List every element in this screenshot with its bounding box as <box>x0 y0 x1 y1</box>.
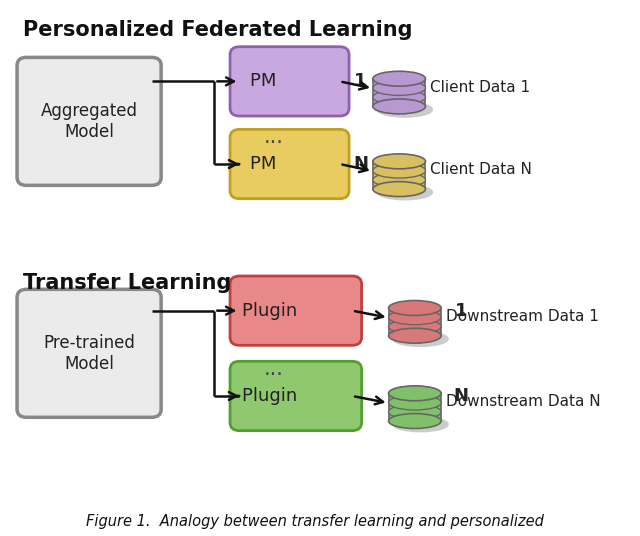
Text: Figure 1.  Analogy between transfer learning and personalized: Figure 1. Analogy between transfer learn… <box>86 514 543 529</box>
Text: Client Data 1: Client Data 1 <box>431 79 531 94</box>
FancyBboxPatch shape <box>373 79 426 107</box>
Ellipse shape <box>388 328 441 343</box>
FancyBboxPatch shape <box>230 361 362 430</box>
Ellipse shape <box>388 301 441 316</box>
Ellipse shape <box>373 99 426 114</box>
Text: Pre-trained
Model: Pre-trained Model <box>43 334 135 373</box>
Ellipse shape <box>373 80 426 95</box>
Text: Aggregated
Model: Aggregated Model <box>40 102 138 141</box>
FancyBboxPatch shape <box>230 276 362 345</box>
FancyBboxPatch shape <box>17 57 161 185</box>
Text: 1: 1 <box>354 72 367 91</box>
Text: Downstream Data 1: Downstream Data 1 <box>446 309 599 324</box>
Ellipse shape <box>388 395 441 410</box>
Ellipse shape <box>373 90 426 105</box>
Text: Plugin: Plugin <box>242 387 303 405</box>
Ellipse shape <box>373 173 426 187</box>
FancyBboxPatch shape <box>17 289 161 418</box>
Text: Plugin: Plugin <box>242 302 303 319</box>
Ellipse shape <box>388 319 441 334</box>
FancyBboxPatch shape <box>373 161 426 189</box>
Text: 1: 1 <box>455 302 467 319</box>
Ellipse shape <box>388 386 441 401</box>
Ellipse shape <box>377 102 433 117</box>
FancyBboxPatch shape <box>230 129 349 199</box>
Ellipse shape <box>373 154 426 169</box>
Text: N: N <box>353 155 368 173</box>
Ellipse shape <box>393 331 448 346</box>
Ellipse shape <box>373 163 426 178</box>
Text: PM: PM <box>250 72 282 91</box>
Text: ...: ... <box>264 128 284 147</box>
Ellipse shape <box>388 310 441 325</box>
Text: N: N <box>454 387 468 405</box>
FancyBboxPatch shape <box>388 308 441 336</box>
Ellipse shape <box>388 404 441 419</box>
Ellipse shape <box>388 414 441 428</box>
Ellipse shape <box>373 182 426 197</box>
FancyBboxPatch shape <box>230 47 349 116</box>
Text: Personalized Federated Learning: Personalized Federated Learning <box>23 20 413 40</box>
Ellipse shape <box>393 417 448 431</box>
Ellipse shape <box>373 71 426 86</box>
Ellipse shape <box>377 185 433 200</box>
Text: Downstream Data N: Downstream Data N <box>446 394 601 409</box>
FancyBboxPatch shape <box>388 393 441 421</box>
Text: Transfer Learning: Transfer Learning <box>23 273 232 293</box>
Text: Client Data N: Client Data N <box>431 162 532 177</box>
Text: ...: ... <box>264 359 284 379</box>
Text: PM: PM <box>250 155 282 173</box>
